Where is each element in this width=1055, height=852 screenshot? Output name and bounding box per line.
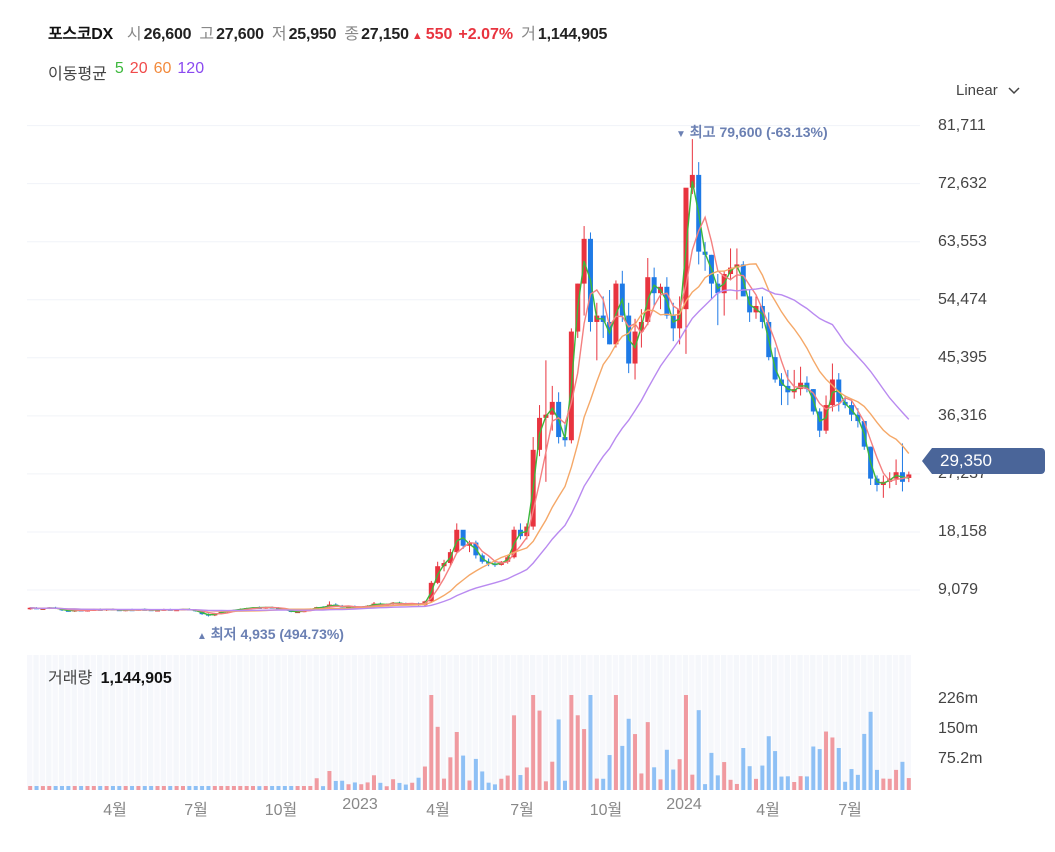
- low-label: 저: [271, 26, 287, 43]
- high-value: 27,600: [216, 26, 264, 43]
- y-tick-label: 72,632: [938, 174, 987, 192]
- up-arrow-icon: ▲: [411, 30, 423, 42]
- volume-label: 거: [521, 26, 536, 43]
- current-price-tag: 29,350: [922, 448, 1045, 474]
- x-tick-label: 10월: [589, 802, 623, 819]
- low-value: 25,950: [288, 26, 337, 43]
- y-tick-label: 18,158: [938, 522, 987, 540]
- y-tick-label: 63,553: [938, 232, 987, 250]
- down-arrow-icon: ▼: [676, 129, 686, 140]
- volume-tick-label: 226m: [938, 690, 979, 707]
- y-tick-label: 54,474: [938, 290, 987, 308]
- x-tick-label: 4월: [103, 802, 127, 819]
- y-tick-label: 9,079: [938, 581, 979, 598]
- volume-value: 1,144,905: [537, 26, 608, 43]
- x-tick-label: 4월: [756, 802, 780, 819]
- x-tick-label: 7월: [184, 802, 208, 819]
- x-tick-label: 2023: [342, 796, 378, 813]
- volume-panel-label: 거래량: [48, 670, 93, 687]
- close-label: 종: [344, 26, 360, 43]
- open-label: 시: [126, 26, 142, 43]
- x-tick-label: 2024: [666, 796, 702, 813]
- ma-120[interactable]: 120: [177, 60, 205, 77]
- scale-selector[interactable]: Linear: [956, 82, 1020, 99]
- close-value: 27,150: [361, 26, 409, 43]
- y-tick-label: 36,316: [938, 406, 987, 424]
- high-label: 고: [199, 26, 215, 43]
- chevron-down-icon: [1008, 86, 1020, 94]
- scale-label: Linear: [956, 82, 998, 99]
- open-value: 26,600: [143, 26, 192, 43]
- change-value: 550: [425, 26, 453, 43]
- volume-panel-title: 거래량 1,144,905: [48, 664, 172, 688]
- high-annotation: ▼ 최고 79,600 (-63.13%): [676, 124, 828, 140]
- x-tick-label: 4월: [426, 802, 450, 819]
- ma-60[interactable]: 60: [153, 60, 172, 77]
- volume-tick-label: 75.2m: [938, 750, 983, 767]
- up-arrow-icon: ▲: [197, 631, 207, 642]
- x-tick-label: 10월: [264, 802, 298, 819]
- volume-panel-value: 1,144,905: [100, 670, 172, 687]
- low-annotation: ▲ 최저 4,935 (494.73%): [197, 626, 344, 642]
- ma-5[interactable]: 5: [114, 60, 124, 77]
- x-tick-label: 7월: [838, 802, 862, 819]
- volume-tick-label: 150m: [938, 720, 979, 737]
- change-percent: +2.07%: [458, 26, 514, 43]
- moving-average-legend: 이동평균 5 20 60 120: [48, 60, 204, 84]
- x-tick-label: 7월: [510, 802, 534, 819]
- ma-label: 이동평균: [48, 66, 107, 83]
- y-tick-label: 81,711: [938, 116, 986, 134]
- ma-20[interactable]: 20: [129, 60, 148, 77]
- stock-name: 포스코DX: [48, 26, 113, 43]
- stock-header: 포스코DX 시 26,600 고 27,600 저 25,950 종 27,15…: [48, 20, 615, 43]
- y-tick-label: 45,395: [938, 348, 987, 366]
